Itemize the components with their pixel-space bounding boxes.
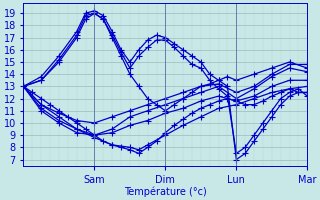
X-axis label: Température (°c): Température (°c) [124, 186, 207, 197]
